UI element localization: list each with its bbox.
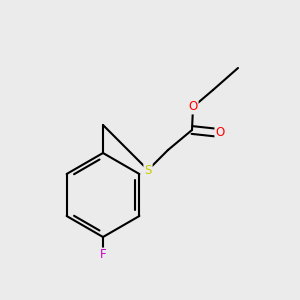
- Text: S: S: [144, 164, 152, 176]
- Text: O: O: [188, 100, 198, 113]
- Text: F: F: [100, 248, 106, 262]
- Text: O: O: [215, 127, 225, 140]
